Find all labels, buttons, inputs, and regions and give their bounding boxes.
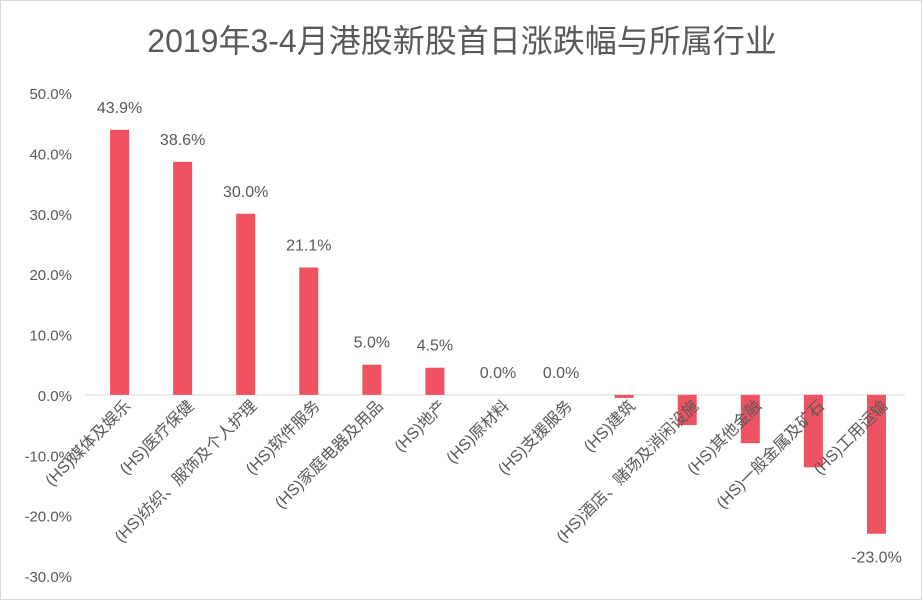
category-label: (HS)原材料 — [443, 397, 513, 467]
bar — [362, 364, 382, 395]
data-label: 38.6% — [160, 132, 205, 149]
data-label: 5.0% — [354, 335, 390, 352]
bar — [740, 394, 760, 444]
bar — [110, 129, 130, 395]
bar — [299, 267, 319, 395]
bar — [614, 394, 634, 398]
bar — [236, 213, 256, 395]
bar — [803, 394, 823, 468]
bar — [173, 161, 193, 395]
y-tick-label: 10.0% — [29, 328, 72, 345]
y-tick-label: 50.0% — [29, 86, 72, 103]
category-label: (HS)家庭电器及用品 — [271, 397, 386, 512]
data-label: 0.0% — [543, 365, 579, 382]
category-label: (HS)建筑 — [580, 397, 639, 456]
category-label: (HS)地产 — [391, 397, 450, 456]
y-tick-label: 0.0% — [38, 388, 72, 405]
y-tick-label: 40.0% — [29, 146, 72, 163]
bar — [866, 394, 886, 534]
chart-title: 2019年3-4月港股新股首日涨跌幅与所属行业 — [147, 23, 777, 59]
y-tick-label: 30.0% — [29, 207, 72, 224]
data-label: 30.0% — [223, 184, 268, 201]
y-tick-label: -20.0% — [24, 509, 72, 526]
y-tick-label: -10.0% — [24, 448, 72, 465]
bar — [425, 367, 445, 395]
bar — [677, 394, 697, 426]
data-label: -23.0% — [851, 550, 902, 567]
y-tick-label: -30.0% — [24, 569, 72, 586]
data-label: 21.1% — [286, 237, 331, 254]
data-label: 4.5% — [417, 338, 453, 355]
y-tick-label: 20.0% — [29, 267, 72, 284]
data-label: 43.9% — [97, 100, 142, 117]
category-label: (HS)媒体及娱乐 — [42, 397, 135, 490]
data-label: 0.0% — [480, 365, 516, 382]
